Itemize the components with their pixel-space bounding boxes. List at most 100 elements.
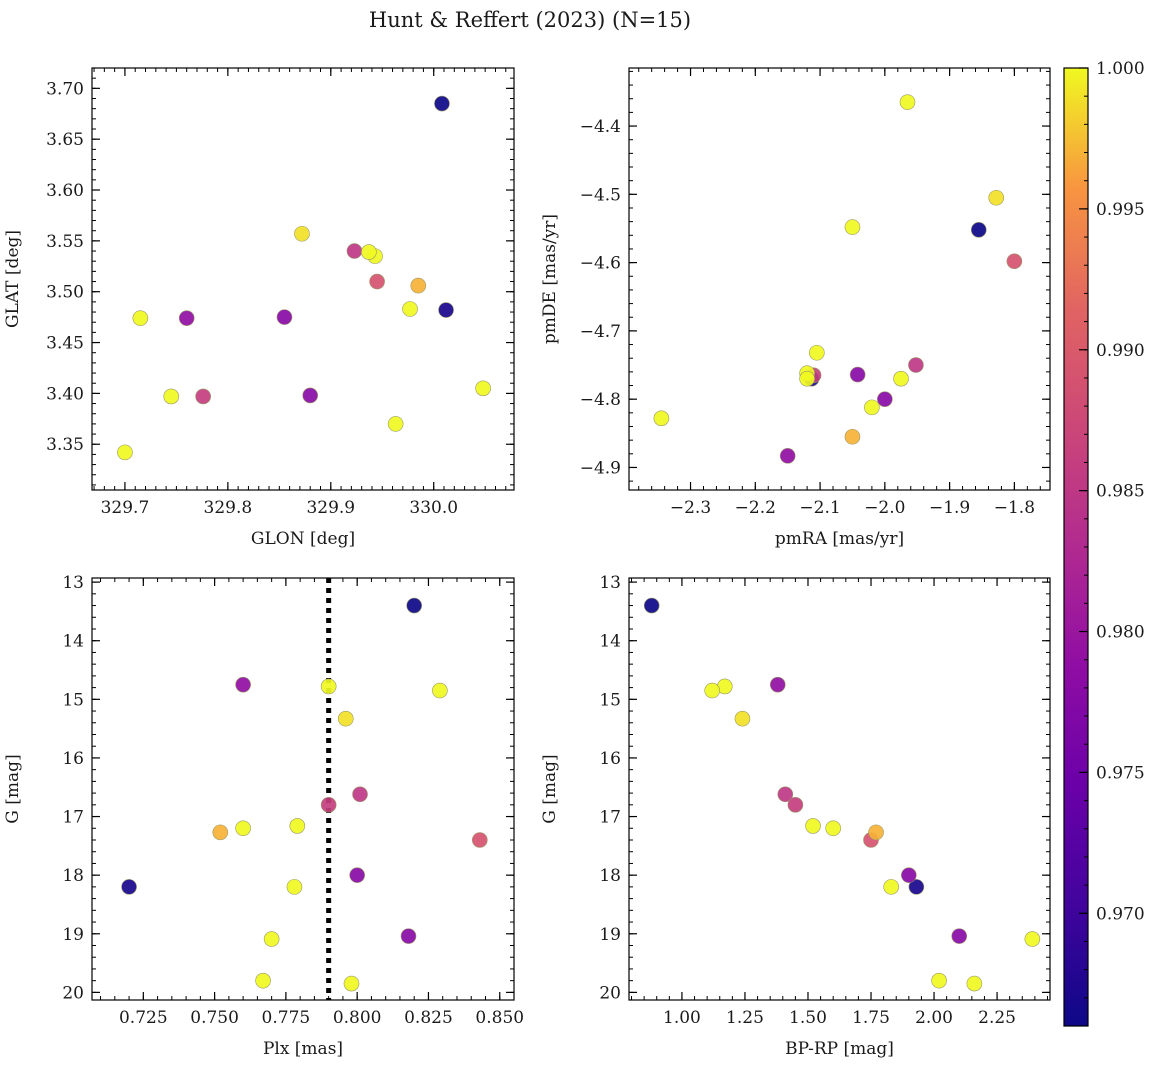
x-tick-label: −1.8 — [994, 498, 1035, 518]
data-point — [908, 357, 924, 373]
data-point — [653, 410, 670, 427]
y-tick-label: 3.45 — [46, 334, 84, 354]
x-tick-label: 0.775 — [262, 1008, 311, 1028]
data-point — [410, 277, 427, 294]
data-point — [255, 972, 271, 989]
plot-frame — [91, 67, 515, 491]
colorbar-tick-label: 0.975 — [1096, 763, 1145, 783]
y-tick-label: 14 — [62, 632, 84, 652]
colorbar-tick-label: 0.985 — [1096, 482, 1145, 502]
data-point — [195, 388, 211, 405]
x-axis-label: pmRA [mas/yr] — [775, 529, 904, 549]
data-point — [352, 786, 368, 803]
colorbar-tick-label: 0.970 — [1096, 904, 1145, 924]
data-point — [893, 370, 909, 387]
data-point — [235, 676, 251, 693]
y-tick-label: 15 — [599, 690, 621, 710]
y-tick-label: −4.8 — [580, 390, 621, 410]
y-tick-label: 18 — [599, 866, 621, 886]
data-point — [400, 928, 417, 944]
data-point — [966, 975, 983, 992]
y-tick-label: −4.6 — [580, 254, 621, 274]
data-point — [132, 310, 149, 326]
plot-frame — [628, 67, 1051, 491]
data-point — [844, 428, 861, 445]
minor-ticks — [92, 67, 514, 490]
data-point — [908, 879, 925, 895]
data-point — [361, 244, 377, 260]
data-point — [931, 972, 947, 989]
data-point — [868, 824, 884, 841]
data-point — [1006, 253, 1023, 270]
data-point — [163, 388, 180, 405]
x-tick-label: 2.25 — [978, 1008, 1016, 1028]
x-tick-label: 1.50 — [789, 1008, 827, 1028]
x-tick-label: 0.825 — [404, 1008, 453, 1028]
data-point — [475, 380, 491, 397]
data-point — [434, 95, 450, 112]
colorbar-tick-label: 0.990 — [1096, 341, 1145, 361]
x-tick-label: 329.8 — [204, 498, 253, 518]
minor-ticks — [92, 578, 515, 1000]
x-tick-label: 2.00 — [915, 1008, 953, 1028]
data-point — [883, 879, 899, 895]
y-tick-label: −4.7 — [580, 322, 621, 342]
data-point — [777, 786, 794, 803]
data-point — [235, 820, 251, 837]
data-point — [438, 302, 454, 318]
y-tick-label: 3.35 — [46, 435, 84, 455]
y-axis-label: pmDE [mas/yr] — [540, 214, 560, 344]
x-tick-label: 330.0 — [409, 498, 458, 518]
colorbar-tick-label: 0.995 — [1096, 200, 1145, 220]
data-point — [117, 444, 133, 461]
data-point — [769, 676, 786, 693]
y-tick-label: 17 — [62, 808, 84, 828]
y-tick-label: 16 — [62, 749, 84, 769]
data-point — [263, 931, 280, 947]
x-tick-label: 1.00 — [663, 1008, 701, 1028]
data-point — [825, 820, 841, 837]
x-tick-label: −2.2 — [735, 498, 776, 518]
minor-ticks — [629, 578, 1050, 1000]
data-point — [805, 818, 821, 834]
plot-frame — [628, 577, 1051, 1001]
y-tick-label: 19 — [599, 925, 621, 945]
panel-2: −2.3 −2.2 −2.1 −2.0 −1.9 −1.8 −4.9 −4.8 −4.7 −4.6… — [540, 67, 1051, 549]
data-point — [988, 189, 1005, 206]
data-point — [899, 94, 916, 110]
panel-1: 329.7 329.8 329.9 330.0 3.35 3.40 3.45 3.50 3.55… — [3, 67, 515, 549]
y-tick-label: 15 — [62, 690, 84, 710]
x-tick-label: 0.750 — [190, 1008, 239, 1028]
panel-3: 0.725 0.750 0.775 0.800 0.825 0.850 13 14 15 16 17… — [3, 573, 524, 1059]
data-point — [178, 310, 195, 326]
y-tick-label: 3.55 — [46, 232, 84, 252]
colorbar-tick-label: 0.980 — [1096, 623, 1145, 643]
data-point — [901, 867, 917, 883]
data-point — [809, 344, 825, 361]
data-point — [286, 879, 303, 895]
x-tick-label: 0.850 — [475, 1008, 524, 1028]
data-point — [276, 309, 293, 325]
y-tick-label: 3.65 — [46, 130, 84, 150]
data-point — [320, 678, 337, 695]
x-tick-label: 329.9 — [306, 498, 355, 518]
y-tick-label: 13 — [599, 573, 621, 593]
data-point — [212, 824, 229, 841]
data-point — [951, 928, 968, 944]
y-axis-label: GLAT [deg] — [3, 230, 23, 328]
data-point — [294, 225, 310, 242]
data-point — [320, 797, 337, 813]
x-tick-label: 1.75 — [852, 1008, 890, 1028]
data-point — [643, 597, 660, 614]
data-point — [849, 366, 866, 383]
y-tick-label: 3.60 — [46, 181, 84, 201]
colorbar-tick-label: 1.000 — [1096, 59, 1145, 79]
data-point — [343, 975, 360, 992]
y-tick-label: −4.9 — [580, 458, 621, 478]
data-point — [471, 832, 488, 848]
data-point — [734, 710, 751, 727]
y-tick-label: 14 — [599, 632, 621, 652]
colorbar: 0.970 0.975 0.980 0.985 0.990 0.995 1.000 — [1063, 59, 1145, 1027]
data-point — [337, 710, 354, 727]
